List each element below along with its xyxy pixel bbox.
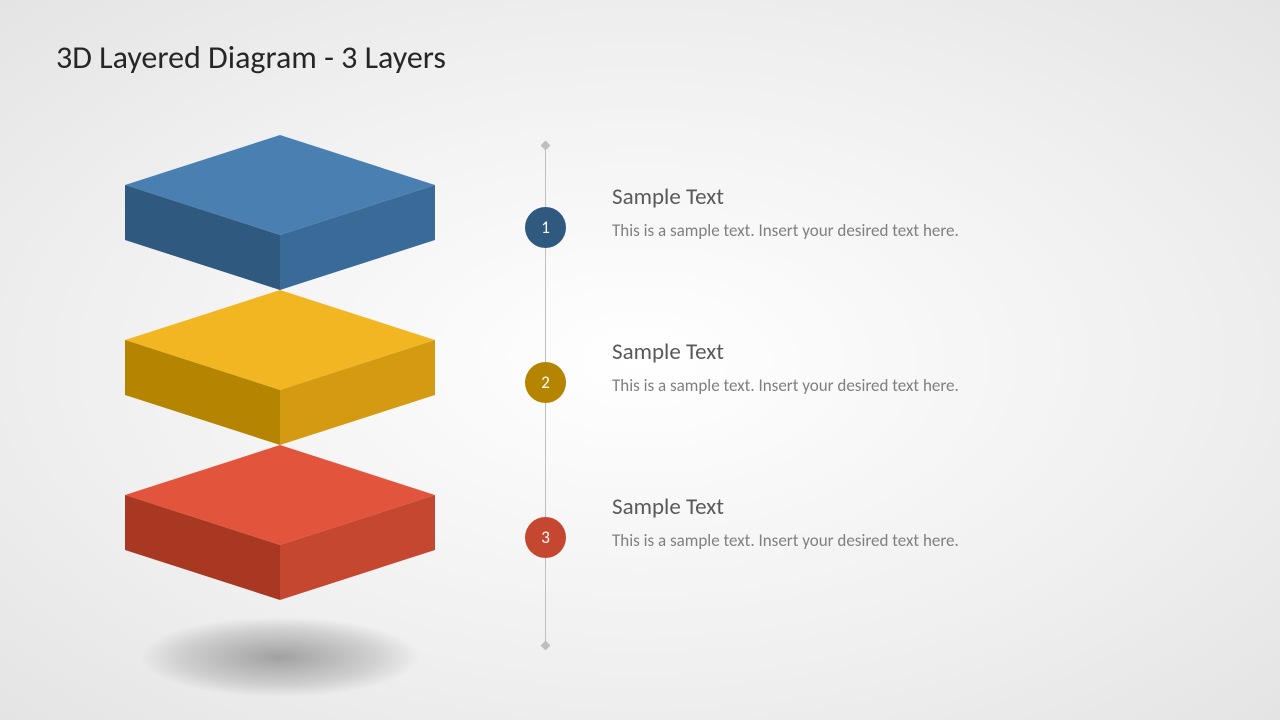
bullet-3: 3 bbox=[525, 517, 566, 558]
layer-3 bbox=[125, 445, 435, 605]
text-block-1: Sample Text This is a sample text. Inser… bbox=[612, 183, 1012, 243]
bullet-1: 1 bbox=[525, 207, 566, 248]
heading-1: Sample Text bbox=[612, 183, 1012, 211]
desc-1: This is a sample text. Insert your desir… bbox=[612, 219, 1012, 243]
heading-2: Sample Text bbox=[612, 338, 1012, 366]
bullet-2: 2 bbox=[525, 362, 566, 403]
bullet-3-number: 3 bbox=[541, 527, 550, 548]
layered-diagram bbox=[100, 135, 460, 665]
desc-2: This is a sample text. Insert your desir… bbox=[612, 374, 1012, 398]
text-block-3: Sample Text This is a sample text. Inser… bbox=[612, 493, 1012, 553]
timeline-diamond-top bbox=[541, 141, 551, 151]
bullet-2-number: 2 bbox=[541, 372, 550, 393]
bullet-1-number: 1 bbox=[541, 217, 550, 238]
desc-3: This is a sample text. Insert your desir… bbox=[612, 529, 1012, 553]
heading-3: Sample Text bbox=[612, 493, 1012, 521]
layer-1 bbox=[125, 135, 435, 295]
text-block-2: Sample Text This is a sample text. Inser… bbox=[612, 338, 1012, 398]
timeline: 1 2 3 bbox=[545, 145, 546, 645]
page-title: 3D Layered Diagram - 3 Layers bbox=[56, 38, 446, 77]
timeline-diamond-bottom bbox=[541, 641, 551, 651]
layer-2 bbox=[125, 290, 435, 450]
drop-shadow bbox=[125, 607, 435, 712]
